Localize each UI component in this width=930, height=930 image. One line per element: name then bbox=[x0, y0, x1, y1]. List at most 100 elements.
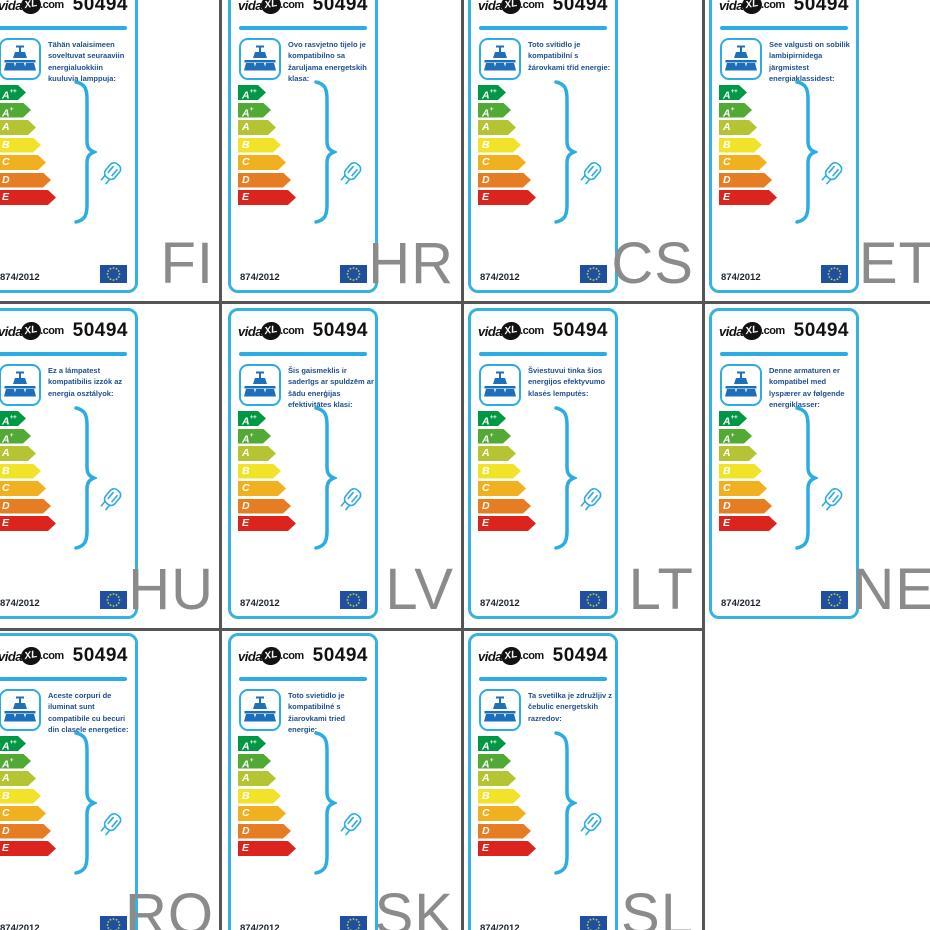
energy-grade-label: C bbox=[482, 482, 490, 494]
energy-grade-label: E bbox=[242, 517, 250, 529]
brand-suffix: .com bbox=[40, 650, 64, 662]
product-number: 50494 bbox=[72, 0, 128, 15]
energy-grade-label: A bbox=[242, 121, 250, 133]
energy-grade-label: C bbox=[482, 807, 490, 819]
product-number: 50494 bbox=[552, 645, 608, 666]
curly-brace-icon bbox=[74, 80, 97, 224]
energy-grade-label: A bbox=[723, 121, 731, 133]
energy-label-card: vida XL .com 50494 See valgusti on sob bbox=[709, 0, 859, 293]
brand-prefix: vida bbox=[238, 0, 263, 13]
energy-grade-label: A bbox=[242, 415, 250, 428]
header-divider bbox=[720, 352, 848, 356]
luminaire-icon-box bbox=[720, 38, 762, 80]
header-divider bbox=[0, 26, 127, 30]
luminaire-icon-box bbox=[0, 364, 41, 406]
energy-arrow-D: D bbox=[478, 824, 531, 839]
vidaxl-logo: vida XL .com bbox=[0, 0, 64, 16]
brand-suffix: .com bbox=[280, 0, 304, 11]
brand-prefix: vida bbox=[719, 323, 744, 339]
vidaxl-logo: vida XL .com bbox=[238, 320, 304, 342]
energy-arrow-B: B bbox=[478, 464, 521, 479]
energy-arrow-A+: A+ bbox=[0, 429, 31, 444]
g9-bulb-icon bbox=[580, 161, 602, 185]
energy-grade-superscript: + bbox=[9, 756, 13, 764]
energy-arrow-A+: A+ bbox=[719, 429, 752, 444]
energy-arrow-A: A bbox=[478, 120, 516, 135]
energy-arrow-A+: A+ bbox=[238, 429, 271, 444]
energy-label-card: vida XL .com 50494 Aceste corpuri de i bbox=[0, 633, 138, 930]
brand-suffix: .com bbox=[520, 650, 544, 662]
energy-grade-superscript: ++ bbox=[489, 88, 497, 95]
energy-arrow-E: E bbox=[238, 841, 296, 856]
energy-grade-label: C bbox=[723, 482, 731, 494]
energy-arrow-B: B bbox=[0, 138, 41, 153]
brand-prefix: vida bbox=[0, 0, 23, 13]
energy-grade-label: B bbox=[242, 789, 250, 802]
energy-arrow-C: C bbox=[238, 155, 286, 170]
energy-grade-label: D bbox=[723, 173, 731, 186]
energy-arrow-A++: A++ bbox=[719, 85, 747, 100]
product-number: 50494 bbox=[72, 320, 128, 341]
compatibility-description: Aceste corpuri de iluminat sunt compatib… bbox=[48, 691, 129, 734]
brand-suffix: .com bbox=[520, 0, 544, 11]
energy-arrow-A: A bbox=[0, 446, 36, 461]
energy-arrow-A++: A++ bbox=[238, 85, 266, 100]
card-header: vida XL .com 50494 bbox=[0, 645, 128, 667]
curly-brace-icon bbox=[314, 406, 337, 550]
luminaire-icon-box bbox=[239, 364, 281, 406]
energy-grade-label: D bbox=[723, 499, 731, 512]
energy-grade-label: A bbox=[2, 740, 10, 753]
energy-grade-label: A bbox=[242, 433, 250, 445]
vidaxl-logo: vida XL .com bbox=[0, 645, 64, 667]
card-header: vida XL .com 50494 bbox=[0, 0, 128, 16]
g9-bulb-icon bbox=[821, 487, 843, 511]
energy-grade-label: A bbox=[723, 415, 731, 428]
energy-grade-superscript: ++ bbox=[489, 739, 497, 746]
energy-arrow-A++: A++ bbox=[719, 411, 747, 426]
card-header: vida XL .com 50494 bbox=[478, 645, 608, 667]
energy-grade-label: A bbox=[2, 415, 10, 428]
energy-arrow-C: C bbox=[0, 806, 46, 821]
energy-arrow-B: B bbox=[719, 138, 762, 153]
energy-grade-label: C bbox=[242, 807, 250, 819]
eu-flag-icon bbox=[100, 591, 127, 609]
header-divider bbox=[479, 352, 607, 356]
energy-grade-label: D bbox=[242, 499, 250, 512]
energy-grade-superscript: ++ bbox=[249, 414, 257, 421]
card-header: vida XL .com 50494 bbox=[0, 320, 128, 342]
brand-badge-icon: XL bbox=[19, 645, 43, 667]
energy-class-scale: A++ A+ A B C D E bbox=[719, 85, 777, 208]
energy-label-card: vida XL .com 50494 Denne armaturen er bbox=[709, 308, 859, 619]
energy-class-scale: A++ A+ A B C D E bbox=[238, 85, 296, 208]
eu-flag-icon bbox=[100, 265, 127, 283]
ceiling-lamp-icon bbox=[725, 371, 757, 397]
energy-class-scale: A++ A+ A B C D E bbox=[0, 85, 56, 208]
g9-bulb-icon bbox=[340, 487, 362, 511]
energy-grade-label: B bbox=[723, 138, 731, 151]
energy-arrow-A: A bbox=[238, 446, 276, 461]
energy-arrow-D: D bbox=[719, 173, 772, 188]
energy-arrow-A+: A+ bbox=[238, 754, 271, 769]
energy-grade-label: A bbox=[482, 89, 490, 102]
ceiling-lamp-icon bbox=[484, 696, 516, 722]
energy-grade-label: A bbox=[242, 447, 250, 459]
energy-grade-label: A bbox=[2, 89, 10, 102]
eu-flag-icon bbox=[821, 591, 848, 609]
energy-grade-label: D bbox=[2, 824, 10, 837]
luminaire-icon-box bbox=[720, 364, 762, 406]
brand-badge-icon: XL bbox=[499, 0, 523, 16]
energy-grade-superscript: + bbox=[9, 431, 13, 439]
energy-arrow-C: C bbox=[719, 481, 767, 496]
card-header: vida XL .com 50494 bbox=[719, 0, 849, 16]
brand-suffix: .com bbox=[761, 0, 785, 11]
energy-class-scale: A++ A+ A B C D E bbox=[238, 411, 296, 534]
energy-class-scale: A++ A+ A B C D E bbox=[478, 411, 536, 534]
curly-brace-icon bbox=[554, 731, 577, 875]
regulation-number: 874/2012 bbox=[240, 923, 280, 930]
energy-grade-label: A bbox=[242, 107, 250, 119]
energy-grade-superscript: + bbox=[249, 431, 253, 439]
energy-grade-label: A bbox=[2, 107, 10, 119]
curly-brace-icon bbox=[554, 80, 577, 224]
language-code-hr: HR bbox=[368, 231, 454, 296]
